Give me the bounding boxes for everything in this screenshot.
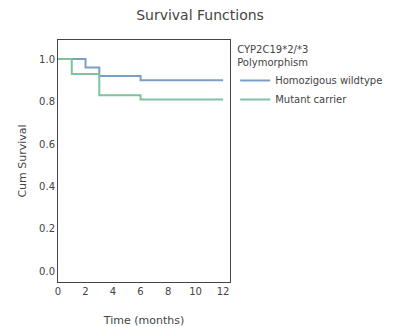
- svg-text:0.2: 0.2: [39, 223, 55, 234]
- svg-text:0.8: 0.8: [39, 96, 55, 107]
- svg-text:0.0: 0.0: [39, 266, 55, 277]
- svg-text:Survival Functions: Survival Functions: [136, 7, 264, 23]
- svg-text:6: 6: [137, 286, 143, 297]
- svg-text:Homozigous wildtype: Homozigous wildtype: [275, 75, 382, 86]
- svg-text:1.0: 1.0: [39, 54, 55, 65]
- svg-text:CYP2C19*2/*3Polymorphism: CYP2C19*2/*3Polymorphism: [237, 44, 308, 68]
- svg-text:4: 4: [110, 286, 116, 297]
- svg-text:Mutant carrier: Mutant carrier: [275, 94, 347, 105]
- svg-text:Cum Survival: Cum Survival: [16, 124, 29, 197]
- svg-text:8: 8: [165, 286, 171, 297]
- svg-text:0.6: 0.6: [39, 139, 55, 150]
- svg-text:Time (months): Time (months): [103, 314, 184, 327]
- svg-text:0: 0: [55, 286, 61, 297]
- svg-text:0.4: 0.4: [39, 181, 55, 192]
- svg-text:10: 10: [189, 286, 202, 297]
- svg-text:2: 2: [82, 286, 88, 297]
- svg-text:12: 12: [217, 286, 230, 297]
